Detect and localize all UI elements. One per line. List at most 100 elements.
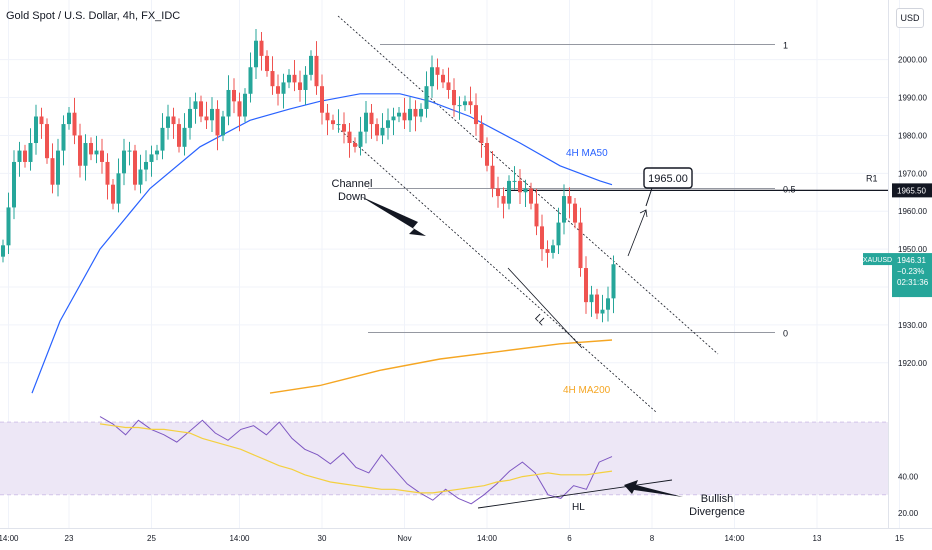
ma50-line (31, 93, 613, 394)
candle-body (562, 196, 566, 223)
candle-body (83, 143, 88, 166)
candle-body (567, 196, 572, 204)
candle-body (380, 127, 385, 136)
candle-body (23, 150, 27, 162)
projection-arrow-head (639, 209, 648, 218)
time-tick-label: 14:00 (229, 534, 250, 543)
ma200-label: 4H MA200 (563, 385, 611, 396)
currency-button[interactable]: USD (896, 8, 924, 28)
candle-body (276, 86, 280, 94)
candle-body (314, 55, 319, 87)
candle-body (320, 86, 324, 113)
price-tick-label: 1920.00 (898, 359, 927, 368)
ma50-label: 4H MA50 (566, 148, 608, 159)
time-tick-label: 14:00 (724, 534, 745, 543)
candle-body (67, 112, 71, 125)
ll-label: LL (532, 312, 548, 328)
candle-body (578, 222, 583, 269)
candle-body (287, 74, 291, 83)
target-callout: 1965.00 (648, 173, 688, 185)
candle-body (556, 222, 561, 246)
candle-body (221, 116, 225, 136)
price-tick-label: 1990.00 (898, 94, 927, 103)
candle-body (34, 116, 38, 144)
time-tick-label: 25 (147, 534, 156, 543)
candle-body (50, 158, 55, 185)
candle-body (177, 124, 181, 147)
time-tick-label: 6 (567, 534, 572, 543)
candle-body (358, 131, 363, 147)
candle-body (270, 71, 275, 87)
rsi-tick-label: 40.00 (898, 473, 919, 482)
rsi-line (99, 416, 613, 505)
time-tick-label: 14:00 (0, 534, 19, 543)
candle-body (94, 150, 99, 155)
bullish-divergence-label-line1: Bullish (701, 493, 733, 505)
rsi-tick-label: 20.00 (898, 509, 919, 518)
candle-body (397, 112, 401, 117)
time-tick-label: Nov (397, 534, 411, 543)
candle-body (1, 245, 5, 257)
price-tick-label: 1950.00 (898, 245, 927, 254)
candle-body (369, 112, 374, 125)
candle-body (160, 127, 165, 151)
candle-body (490, 165, 495, 189)
candle-body (463, 101, 467, 106)
xauusd-price-tag (892, 253, 932, 298)
ma200-line (269, 339, 613, 394)
candle-body (331, 120, 335, 125)
candle-body (468, 101, 473, 106)
candle-body (204, 116, 209, 121)
candle-body (545, 249, 550, 253)
candle-body (292, 74, 297, 83)
candle-body (534, 203, 539, 227)
candle-body (485, 143, 489, 166)
channel-upper-line (337, 15, 719, 355)
candle-body (45, 124, 49, 159)
candle-body (446, 82, 451, 90)
horizontal-levels: 1 0.5 0 R1 (368, 41, 888, 338)
price-tick-label: 1930.00 (898, 321, 927, 330)
candle-body (6, 207, 11, 246)
candle-body (182, 127, 187, 147)
candle-body (353, 143, 357, 147)
candle-body (424, 86, 429, 109)
candle-body (589, 294, 594, 303)
xauusd-price-tag-line: 02:31:36 (897, 278, 929, 287)
candle-body (496, 188, 500, 197)
candle-body (611, 264, 616, 299)
candle-body (56, 150, 60, 185)
candle-body (105, 161, 110, 185)
candle-body (281, 82, 286, 94)
channel-down-label-line2: Down (338, 191, 366, 203)
candle-body (347, 131, 352, 144)
rsi-ma-line (99, 423, 613, 494)
candle-body (248, 67, 253, 94)
candle-body (259, 40, 264, 56)
candle-body (364, 112, 368, 132)
channel-lower-line (337, 127, 657, 413)
candle-body (441, 74, 445, 83)
candle-body (507, 180, 511, 204)
candle-body (149, 154, 154, 162)
candle-body (232, 89, 236, 102)
candle-body (518, 180, 522, 193)
time-tick-label: 8 (650, 534, 655, 543)
candle-body (375, 124, 379, 136)
candle-body (28, 143, 33, 162)
candle-body (166, 116, 170, 128)
projection-arrow-line (627, 209, 647, 257)
candle-body (193, 101, 198, 109)
candle-body (188, 108, 192, 128)
divergence-arrow (624, 480, 683, 497)
candle-body (512, 180, 517, 182)
candle-body (155, 150, 159, 155)
candle-body (501, 196, 506, 204)
rsi-band-fill (0, 422, 888, 495)
moving-averages (31, 93, 613, 394)
time-tick-label: 13 (813, 534, 822, 543)
candle-body (171, 116, 176, 125)
candle-body (39, 116, 44, 125)
